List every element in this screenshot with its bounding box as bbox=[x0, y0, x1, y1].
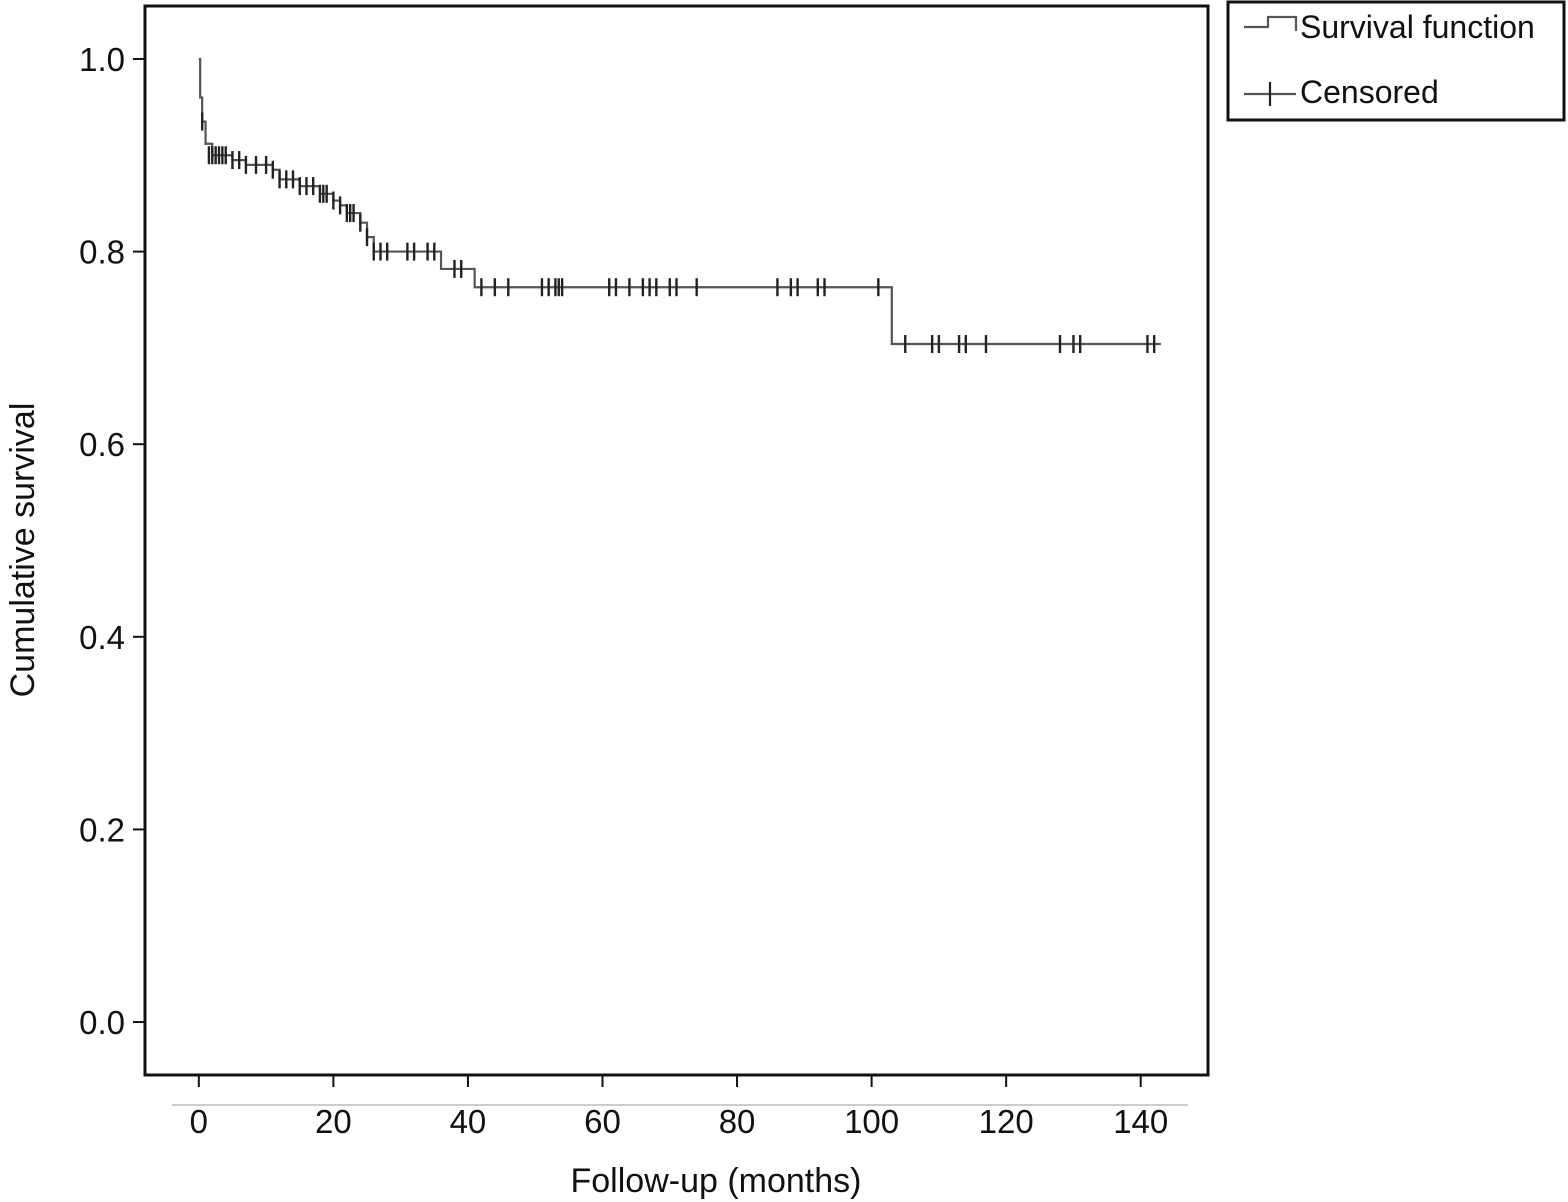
y-axis-label: Cumulative survival bbox=[4, 403, 42, 698]
x-axis-label: Follow-up (months) bbox=[571, 1162, 862, 1200]
x-tick-label: 140 bbox=[1113, 1103, 1168, 1140]
y-tick-label: 0.8 bbox=[79, 234, 125, 271]
x-tick-label: 100 bbox=[844, 1103, 899, 1140]
y-tick-label: 0.0 bbox=[79, 1004, 125, 1041]
x-axis: 0 20 40 60 80 100 120 140 bbox=[171, 1075, 1188, 1140]
x-tick-label: 40 bbox=[450, 1103, 487, 1140]
survival-function-line bbox=[198, 57, 1161, 346]
legend-box bbox=[1226, 0, 1566, 122]
x-tick-label: 20 bbox=[315, 1103, 352, 1140]
legend-survival-label: Survival function bbox=[1300, 9, 1535, 45]
y-tick-label: 0.4 bbox=[79, 619, 125, 656]
legend-censored-label: Censored bbox=[1300, 74, 1439, 110]
y-tick-label: 0.2 bbox=[79, 811, 125, 848]
legend-step-icon bbox=[1244, 15, 1298, 31]
censor-marks bbox=[200, 112, 1156, 354]
legend: Survival function Censored bbox=[1226, 0, 1566, 122]
y-tick-label: 0.6 bbox=[79, 426, 125, 463]
y-axis: 0.0 0.2 0.4 0.6 0.8 1.0 bbox=[79, 41, 145, 1041]
x-tick-label: 120 bbox=[979, 1103, 1034, 1140]
x-tick-label: 60 bbox=[584, 1103, 621, 1140]
y-tick-label: 1.0 bbox=[79, 41, 125, 78]
x-tick-label: 80 bbox=[719, 1103, 756, 1140]
x-tick-label: 0 bbox=[190, 1103, 208, 1140]
plot-frame bbox=[143, 4, 1210, 1077]
